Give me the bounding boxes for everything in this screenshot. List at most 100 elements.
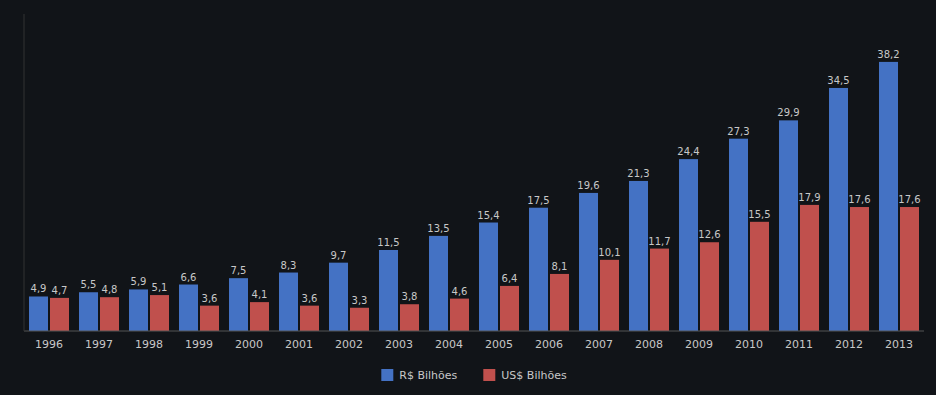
chart: 4,9 5,5 5,9 6,6 7,5 8,3 9,7 11,5 13,5 15,4 17,5 19,…: [0, 0, 936, 395]
bar: [800, 205, 819, 331]
data-label: 15,5: [748, 209, 770, 220]
data-label: 24,4: [677, 146, 699, 157]
data-label: 17,9: [798, 192, 820, 203]
bar: [600, 260, 619, 331]
data-label: 4,7: [52, 285, 68, 296]
bar: [50, 298, 69, 331]
bar: [429, 236, 448, 331]
data-label: 10,1: [598, 247, 620, 258]
data-label: 19,6: [577, 180, 599, 191]
bar: [579, 193, 598, 331]
data-label: 3,3: [352, 295, 368, 306]
bar: [650, 249, 669, 331]
bar: [150, 295, 169, 331]
data-label: 34,5: [827, 75, 849, 86]
bar: [450, 299, 469, 331]
data-label: 21,3: [627, 168, 649, 179]
bar: [129, 289, 148, 331]
data-label: 11,7: [648, 236, 670, 247]
data-label: 3,6: [302, 293, 318, 304]
data-label: 3,6: [202, 293, 218, 304]
bar: [229, 278, 248, 331]
x-tick-label: 2003: [385, 338, 413, 351]
x-tick-label: 2008: [635, 338, 663, 351]
legend-label: R$ Bilhões: [399, 369, 457, 382]
legend-swatch: [483, 369, 495, 381]
bar: [350, 308, 369, 331]
data-label: 5,5: [81, 279, 97, 290]
x-tick-label: 1998: [135, 338, 163, 351]
x-tick-label: 1997: [85, 338, 113, 351]
data-label: 17,6: [848, 194, 870, 205]
bar: [629, 181, 648, 331]
data-label: 5,9: [131, 276, 147, 287]
data-label: 17,6: [898, 194, 920, 205]
bar: [200, 306, 219, 331]
bar: [729, 139, 748, 331]
data-labels: 4,9 5,5 5,9 6,6 7,5 8,3 9,7 11,5 13,5 15,4 17,5 19,…: [31, 49, 921, 306]
bar: [329, 263, 348, 331]
bar: [100, 297, 119, 331]
x-tick-label: 2004: [435, 338, 463, 351]
data-label: 38,2: [877, 49, 899, 60]
data-label: 4,9: [31, 283, 47, 294]
x-tick-label: 1996: [35, 338, 63, 351]
legend: R$ Bilhões US$ Bilhões: [381, 369, 567, 382]
data-label: 3,8: [402, 291, 418, 302]
bar: [550, 274, 569, 331]
x-tick-label: 2006: [535, 338, 563, 351]
x-tick-label: 2010: [735, 338, 763, 351]
bar: [300, 306, 319, 331]
bar: [29, 296, 48, 331]
x-tick-label: 2002: [335, 338, 363, 351]
data-label: 4,8: [102, 284, 118, 295]
bar: [700, 242, 719, 331]
data-label: 8,1: [552, 261, 568, 272]
data-label: 15,4: [477, 210, 499, 221]
data-label: 5,1: [152, 282, 168, 293]
data-label: 4,1: [252, 289, 268, 300]
legend-item: R$ Bilhões: [381, 369, 457, 382]
bar: [379, 250, 398, 331]
data-label: 4,6: [452, 286, 468, 297]
chart-container: 4,9 5,5 5,9 6,6 7,5 8,3 9,7 11,5 13,5 15,4 17,5 19,…: [0, 0, 936, 395]
data-label: 11,5: [377, 237, 399, 248]
bar: [679, 159, 698, 331]
bar: [900, 207, 919, 331]
data-label: 8,3: [281, 260, 297, 271]
y-axis-line: [24, 14, 25, 331]
bar: [850, 207, 869, 331]
x-tick-label: 2000: [235, 338, 263, 351]
x-tick-label: 2012: [835, 338, 863, 351]
bar: [250, 302, 269, 331]
x-tick-label: 2009: [685, 338, 713, 351]
data-label: 17,5: [527, 195, 549, 206]
bars: [29, 62, 919, 331]
data-label: 27,3: [727, 126, 749, 137]
x-tick-label: 2013: [885, 338, 913, 351]
x-tick-label: 2007: [585, 338, 613, 351]
bar: [500, 286, 519, 331]
bar: [829, 88, 848, 331]
legend-swatch: [381, 369, 393, 381]
data-label: 6,4: [502, 273, 518, 284]
bar: [529, 208, 548, 331]
legend-item: US$ Bilhões: [483, 369, 567, 382]
x-axis-line: [24, 331, 924, 332]
bar: [79, 292, 98, 331]
x-tick-label: 2005: [485, 338, 513, 351]
data-label: 6,6: [181, 272, 197, 283]
data-label: 7,5: [231, 265, 247, 276]
bar: [400, 304, 419, 331]
bar: [750, 222, 769, 331]
x-tick-label: 2001: [285, 338, 313, 351]
bar: [779, 120, 798, 331]
data-label: 12,6: [698, 229, 720, 240]
data-label: 13,5: [427, 223, 449, 234]
bar: [479, 223, 498, 331]
bar: [879, 62, 898, 331]
data-label: 9,7: [331, 250, 347, 261]
data-label: 29,9: [777, 107, 799, 118]
bar: [279, 273, 298, 331]
x-tick-label: 1999: [185, 338, 213, 351]
